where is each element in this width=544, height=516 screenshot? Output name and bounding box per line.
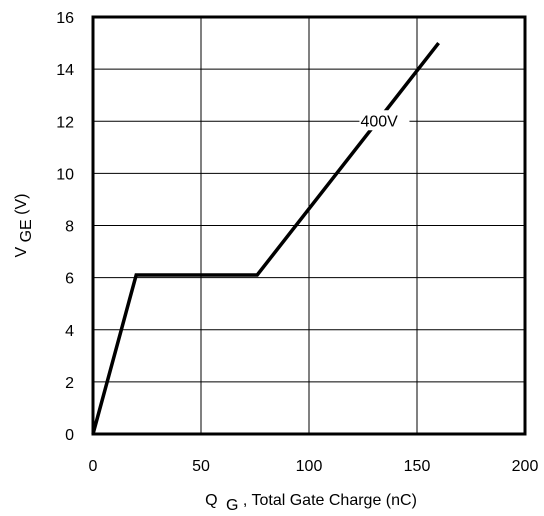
y-tick-label-6: 6: [65, 271, 74, 288]
y-tick-label-4: 4: [65, 323, 74, 340]
series-label-background: [359, 110, 410, 131]
x-axis-label-main: Q: [205, 492, 217, 509]
y-tick-label-14: 14: [56, 62, 74, 79]
x-tick-label-50: 50: [192, 458, 210, 475]
y-tick-label-8: 8: [65, 219, 74, 236]
y-tick-labels: 0 2 4 6 8 10 12 14 16: [56, 10, 74, 444]
y-axis-label-main: V: [13, 247, 30, 258]
x-tick-labels: 0 50 100 150 200: [89, 458, 539, 475]
axis-labels: Q G , Total Gate Charge (nC) V GE (V): [13, 193, 417, 514]
y-axis-label-rest: (V): [13, 193, 30, 214]
plot-frame: [91, 15, 527, 436]
y-tick-label-12: 12: [56, 114, 74, 131]
y-tick-label-16: 16: [56, 10, 74, 27]
x-tick-label-150: 150: [404, 458, 431, 475]
y-axis-label: V GE (V): [13, 193, 35, 257]
x-tick-label-0: 0: [89, 458, 98, 475]
y-tick-label-0: 0: [65, 427, 74, 444]
x-axis-label-subscript: G: [226, 497, 238, 514]
x-tick-label-200: 200: [512, 458, 539, 475]
series-label-400V: 400V: [360, 113, 398, 130]
y-tick-label-10: 10: [56, 166, 74, 183]
grid-lines: [93, 17, 525, 434]
series-line-400V: [91, 42, 440, 435]
x-tick-label-100: 100: [296, 458, 323, 475]
y-tick-label-2: 2: [65, 375, 74, 392]
series-layer: 400V: [91, 42, 440, 435]
x-axis-label: Q G , Total Gate Charge (nC): [205, 492, 417, 514]
y-axis-label-subscript: GE: [18, 219, 35, 242]
x-axis-label-rest: , Total Gate Charge (nC): [243, 492, 417, 509]
